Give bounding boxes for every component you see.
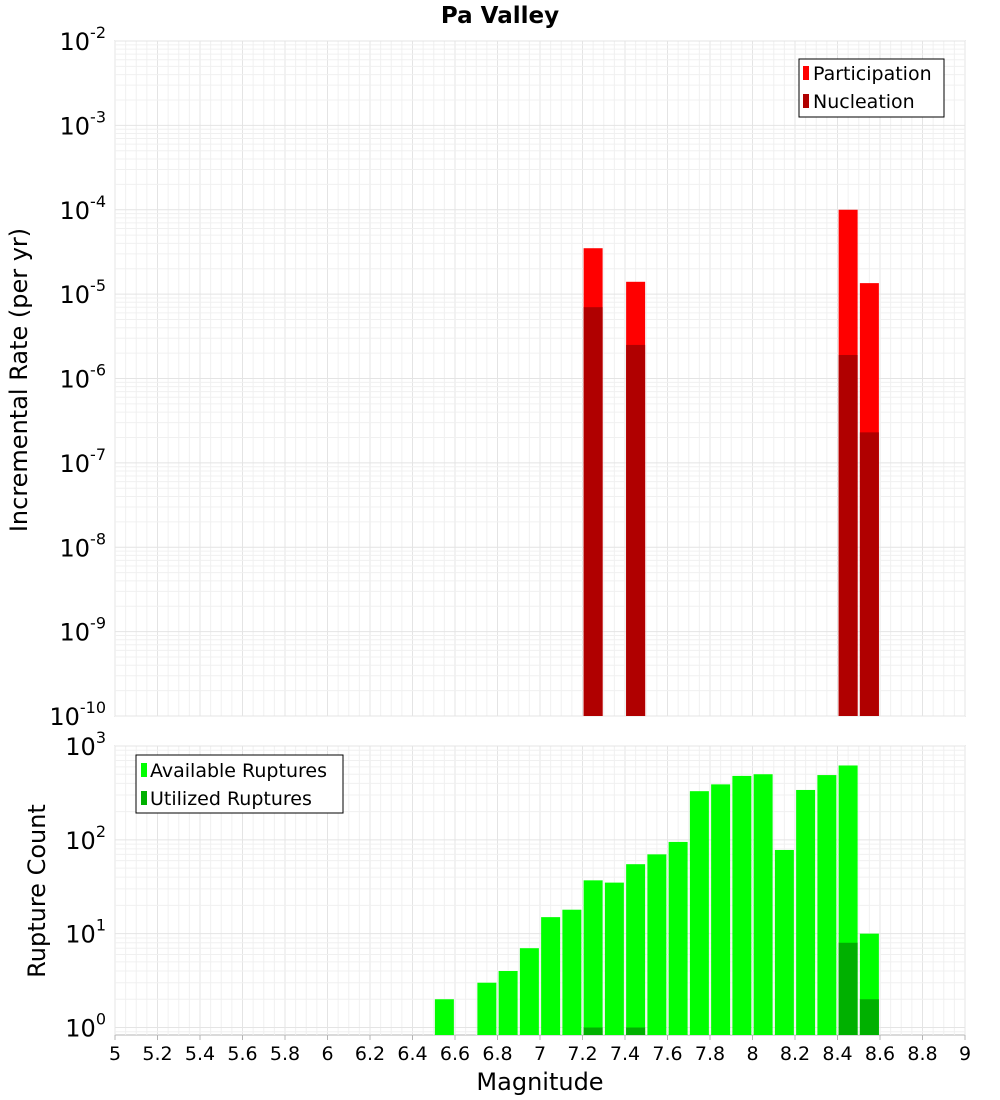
x-tick-label: 6.6	[440, 1043, 470, 1065]
rate-y-tick-label: 10-8	[60, 529, 107, 562]
x-tick-label: 5.6	[227, 1043, 257, 1065]
x-tick-label: 5	[109, 1043, 121, 1065]
rate-bars	[583, 209, 879, 717]
count-bar-available	[477, 982, 497, 1035]
count-y-tick-label: 101	[65, 916, 106, 949]
count-bar-available	[711, 784, 731, 1035]
count-bar-available	[817, 775, 837, 1035]
rate-y-tick-label: 10-7	[60, 445, 107, 478]
count-bar-available	[519, 948, 539, 1035]
x-tick-label: 8.6	[865, 1043, 895, 1065]
count-y-tick-label: 103	[65, 728, 106, 761]
count-bar-available	[753, 774, 773, 1035]
x-tick-label: 6	[321, 1043, 333, 1065]
x-tick-label: 8.2	[780, 1043, 810, 1065]
rate-bar-nucleation	[583, 307, 603, 716]
rate-y-tick-label: 10-3	[60, 107, 107, 140]
rate-grid	[114, 40, 966, 717]
count-bar-utilized	[838, 942, 858, 1035]
x-tick-label: 5.8	[270, 1043, 300, 1065]
chart-title: Pa Valley	[441, 3, 559, 29]
legend-label-utilized: Utilized Ruptures	[150, 788, 312, 810]
x-tick-label: 7.6	[652, 1043, 682, 1065]
rate-y-tick-label: 10-10	[49, 698, 106, 731]
count-bar-available	[689, 791, 709, 1035]
rate-panel: 10-10 10-9 10-8 10-7 10-6 10-5 10-4 10-3 10-2 In…	[5, 23, 966, 731]
count-bar-utilized	[626, 1027, 646, 1035]
rate-y-tick-label: 10-4	[60, 192, 107, 225]
rate-y-tick-label: 10-9	[60, 614, 107, 647]
count-bar-available	[498, 971, 518, 1035]
count-panel: 100 101 102 103 Rupture Count Available Rup…	[23, 728, 966, 1042]
x-tick-label: 9	[959, 1043, 971, 1065]
count-y-tick-label: 100	[65, 1009, 106, 1042]
count-bar-available	[774, 849, 794, 1035]
count-bar-available	[796, 789, 816, 1035]
count-bar-available	[541, 917, 561, 1035]
count-bar-available	[583, 880, 603, 1035]
legend-label-nucleation: Nucleation	[813, 91, 915, 113]
legend-swatch-participation	[803, 66, 809, 80]
count-bar-available	[604, 882, 624, 1035]
rate-y-tick-label: 10-2	[60, 23, 107, 56]
x-tick-label: 8.8	[907, 1043, 937, 1065]
legend-label-available: Available Ruptures	[150, 760, 327, 782]
rate-y-tick-label: 10-6	[60, 361, 107, 394]
x-tick-label: 5.2	[142, 1043, 172, 1065]
x-tick-label: 7.2	[567, 1043, 597, 1065]
x-tick-label: 6.2	[355, 1043, 385, 1065]
rate-legend: Participation Nucleation	[798, 58, 945, 118]
x-tick-label: 5.4	[185, 1043, 215, 1065]
count-bar-available	[562, 909, 582, 1035]
legend-label-participation: Participation	[813, 63, 932, 85]
legend-swatch-available	[141, 763, 147, 777]
x-tick-label: 8	[746, 1043, 758, 1065]
count-bar-available	[732, 775, 752, 1035]
count-bar-available	[434, 999, 454, 1035]
rate-bar-nucleation	[626, 344, 646, 716]
x-tick-label: 7.4	[610, 1043, 640, 1065]
count-bar-available	[668, 841, 688, 1035]
x-tick-label: 6.8	[482, 1043, 512, 1065]
x-tick-label: 7.8	[695, 1043, 725, 1065]
count-legend-box	[135, 754, 344, 814]
count-bar-utilized	[859, 999, 879, 1035]
rate-y-tick-label: 10-5	[60, 276, 107, 309]
count-y-axis-label: Rupture Count	[23, 804, 51, 978]
count-bars	[434, 765, 879, 1035]
x-tick-label: 7	[534, 1043, 546, 1065]
rate-bar-nucleation	[838, 354, 858, 716]
rate-legend-box	[798, 58, 945, 118]
rate-y-ticks: 10-10 10-9 10-8 10-7 10-6 10-5 10-4 10-3 10-2	[49, 23, 106, 731]
count-legend: Available Ruptures Utilized Ruptures	[135, 754, 344, 814]
count-bar-available	[647, 854, 667, 1035]
x-axis-label: Magnitude	[476, 1068, 603, 1096]
legend-swatch-nucleation	[803, 94, 809, 108]
count-bar-available	[626, 864, 646, 1035]
count-bar-utilized	[583, 1027, 603, 1035]
count-y-tick-label: 102	[65, 822, 106, 855]
x-tick-label: 8.4	[822, 1043, 852, 1065]
x-ticks: 5 5.2 5.4 5.6 5.8 6 6.2 6.4 6.6 6.8 7 7.2 7.4 7.6 7.8 8…	[109, 1035, 971, 1065]
count-y-ticks: 100 101 102 103	[65, 728, 106, 1042]
legend-swatch-utilized	[141, 791, 147, 805]
rate-y-axis-label: Incremental Rate (per yr)	[5, 228, 33, 532]
rate-bar-nucleation	[859, 432, 879, 716]
x-tick-label: 6.4	[397, 1043, 427, 1065]
